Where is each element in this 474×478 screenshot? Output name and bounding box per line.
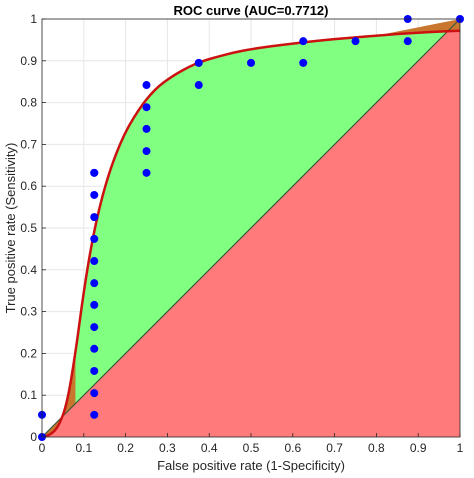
data-point-19 xyxy=(142,81,151,90)
x-tick-label-10: 1 xyxy=(457,441,464,455)
y-tick-label-0: 0 xyxy=(30,430,37,444)
x-tick-label-1: 0.1 xyxy=(75,441,92,455)
x-tick-label-6: 0.6 xyxy=(284,441,301,455)
y-tick-label-5: 0.5 xyxy=(20,221,37,235)
data-point-8 xyxy=(90,279,99,288)
data-point-6 xyxy=(90,323,99,332)
data-point-18 xyxy=(142,103,151,112)
chart-title: ROC curve (AUC=0.7712) xyxy=(174,3,329,18)
x-tick-label-7: 0.7 xyxy=(326,441,343,455)
y-tick-label-1: 0.1 xyxy=(20,388,37,402)
data-point-20 xyxy=(194,81,203,90)
x-tick-label-8: 0.8 xyxy=(368,441,385,455)
x-tick-label-5: 0.5 xyxy=(243,441,260,455)
y-tick-label-2: 0.2 xyxy=(20,346,37,360)
data-point-3 xyxy=(90,389,99,398)
data-point-22 xyxy=(247,58,255,67)
chance-diagonal xyxy=(41,18,461,438)
data-point-21 xyxy=(194,58,203,67)
x-tick-label-4: 0.4 xyxy=(201,441,218,455)
y-tick-label-9: 0.9 xyxy=(20,54,37,68)
data-point-26 xyxy=(403,37,412,46)
data-point-7 xyxy=(90,300,99,309)
x-tick-label-2: 0.2 xyxy=(117,441,134,455)
data-point-9 xyxy=(90,257,99,266)
y-tick-label-10: 1 xyxy=(30,12,37,26)
data-point-14 xyxy=(90,168,99,177)
y-axis-ticks: 0 0.1 0.2 0.3 0.4 0.5 0.6 0.7 0.8 0.9 1 xyxy=(20,12,46,444)
x-tick-label-0: 0 xyxy=(39,441,46,455)
data-point-11 xyxy=(90,213,99,222)
y-axis-label: True positive rate (Sensitivity) xyxy=(3,143,18,314)
data-point-23 xyxy=(299,58,308,67)
data-point-2 xyxy=(90,410,99,419)
x-axis-ticks: 0 0.1 0.2 0.3 0.4 0.5 0.6 0.7 0.8 0.9 1 xyxy=(39,433,464,455)
x-axis-label: False positive rate (1-Specificity) xyxy=(157,458,345,473)
data-point-24 xyxy=(299,37,308,46)
data-point-12 xyxy=(90,190,99,199)
data-point-5 xyxy=(90,344,99,353)
data-points xyxy=(38,15,464,441)
y-tick-label-8: 0.8 xyxy=(20,96,37,110)
y-tick-label-4: 0.4 xyxy=(20,263,37,277)
x-tick-label-3: 0.3 xyxy=(159,441,176,455)
data-point-17 xyxy=(142,124,151,133)
data-point-25 xyxy=(351,37,360,46)
x-tick-label-9: 0.9 xyxy=(410,441,427,455)
data-point-4 xyxy=(90,366,99,375)
data-point-15 xyxy=(142,168,151,177)
data-point-10 xyxy=(90,234,99,243)
data-point-16 xyxy=(142,147,151,156)
y-tick-label-6: 0.6 xyxy=(20,179,37,193)
y-tick-label-3: 0.3 xyxy=(20,305,37,319)
fitted-roc-curve xyxy=(41,29,461,439)
y-tick-label-7: 0.7 xyxy=(20,137,37,151)
